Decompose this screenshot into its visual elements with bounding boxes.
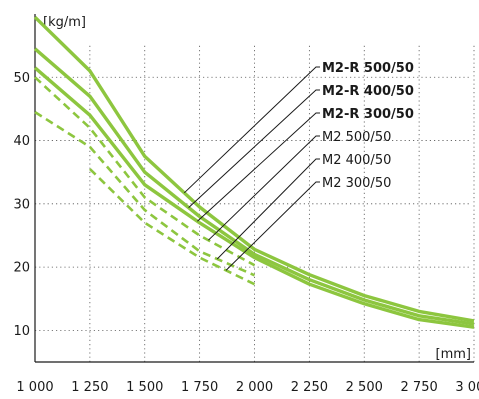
y-tick-label: 20 bbox=[13, 261, 30, 276]
legend-leader-line bbox=[216, 158, 320, 260]
x-tick-label: 2 250 bbox=[291, 380, 328, 395]
legend-label: M2 300/50 bbox=[322, 176, 391, 191]
legend-leader-lines bbox=[183, 66, 320, 271]
legend-label: M2-R 500/50 bbox=[322, 61, 414, 76]
series-line bbox=[33, 15, 475, 323]
tick-labels: 1 000 1 250 1 500 1 750 2 000 2 250 2 500 2 750… bbox=[13, 71, 479, 395]
x-tick-label: 2 750 bbox=[401, 380, 438, 395]
legend-leader-line bbox=[197, 112, 320, 222]
x-axis-unit: [mm] bbox=[436, 347, 471, 362]
series-line bbox=[88, 168, 256, 286]
y-tick-label: 30 bbox=[13, 197, 30, 212]
grid bbox=[35, 44, 475, 362]
legend-label: M2 400/50 bbox=[322, 153, 391, 168]
y-tick-label: 50 bbox=[13, 71, 30, 86]
x-tick-label: 1 000 bbox=[16, 380, 53, 395]
legend-leader-line bbox=[183, 66, 320, 194]
legend-leader-line bbox=[208, 135, 320, 241]
legend-label: M2-R 400/50 bbox=[322, 84, 414, 99]
x-tick-label: 3 000 bbox=[455, 380, 479, 395]
legend-label: M2-R 300/50 bbox=[322, 107, 414, 122]
x-tick-label: 1 500 bbox=[126, 380, 163, 395]
series-lines bbox=[33, 15, 475, 329]
axes bbox=[34, 14, 474, 363]
series-line bbox=[34, 111, 256, 277]
legend-label: M2 500/50 bbox=[322, 130, 391, 145]
y-tick-label: 10 bbox=[13, 324, 30, 339]
x-tick-label: 2 000 bbox=[236, 380, 273, 395]
legend: M2-R 500/50 M2-R 400/50 M2-R 300/50 M2 500/… bbox=[322, 61, 414, 191]
series-line bbox=[33, 47, 475, 326]
y-tick-label: 40 bbox=[13, 134, 30, 149]
legend-leader-line bbox=[188, 89, 320, 208]
series-line bbox=[34, 76, 256, 267]
y-axis-unit: [kg/m] bbox=[43, 15, 86, 30]
x-tick-label: 1 750 bbox=[181, 380, 218, 395]
x-tick-label: 2 500 bbox=[346, 380, 383, 395]
legend-leader-line bbox=[225, 181, 320, 271]
series-line bbox=[33, 66, 475, 329]
x-tick-label: 1 250 bbox=[71, 380, 108, 395]
